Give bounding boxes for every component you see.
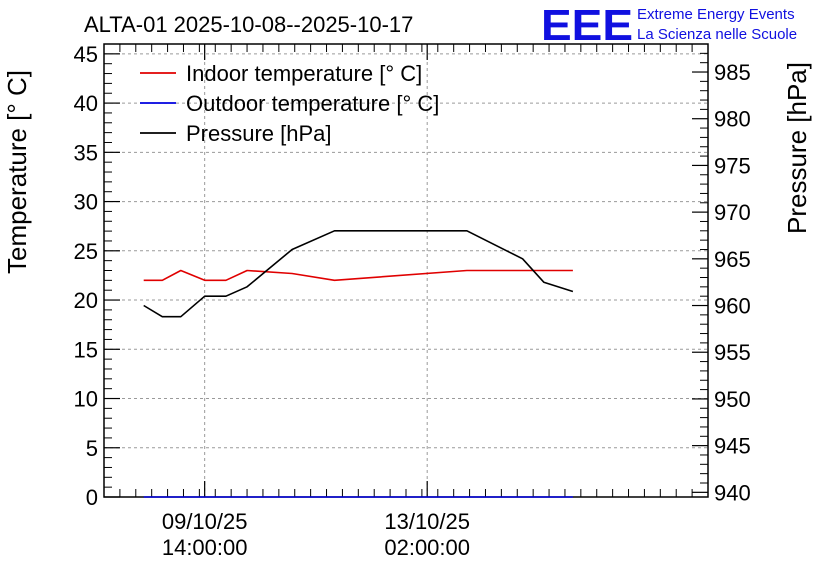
y2-tick-label: 950 [714,387,751,412]
legend-label-indoor-temperature-c: Indoor temperature [° C] [186,61,422,86]
y-tick-label: 35 [74,140,98,165]
chart-title: ALTA-01 2025-10-08--2025-10-17 [84,12,413,37]
legend-label-outdoor-temperature-c: Outdoor temperature [° C] [186,91,439,116]
y2-tick-label: 965 [714,247,751,272]
eee-logo: EEE [541,1,633,50]
series [143,230,574,498]
y2-tick-label: 960 [714,294,751,319]
series-line-pressure-hpa [143,230,574,318]
y2-tick-label: 975 [714,153,751,178]
x-tick-label-date: 09/10/25 [162,509,248,534]
y-tick-label: 40 [74,91,98,116]
x-tick-label-time: 14:00:00 [162,535,248,560]
legend-label-pressure-hpa: Pressure [hPa] [186,121,332,146]
right-axis: 940 945 950 955 960 965 970 975 980 985 [692,43,751,505]
x-tick-label-time: 02:00:00 [384,535,470,560]
y2-tick-label: 955 [714,340,751,365]
y2-tick-label: 945 [714,434,751,459]
y-tick-label: 30 [74,190,98,215]
brand-line-2: La Scienza nelle Scuole [637,26,797,43]
x-tick-label-date: 13/10/25 [384,509,470,534]
legend: Indoor temperature [° C] Outdoor temperat… [140,61,439,146]
y2-tick-label: 970 [714,200,751,225]
y2-tick-label: 940 [714,480,751,505]
left-axis: 0 5 10 15 20 25 30 35 40 45 [74,42,120,510]
y2-tick-label: 980 [714,107,751,132]
y-tick-label: 0 [86,485,98,510]
y-tick-label: 5 [86,436,98,461]
series-line-indoor-temperature-c [143,269,573,282]
grid [104,44,708,497]
y2-tick-label: 985 [714,60,751,85]
y2-axis-title: Pressure [hPa] [782,62,812,234]
y-tick-label: 10 [74,387,98,412]
y-axis-title: Temperature [° C] [2,70,32,274]
y-tick-label: 15 [74,337,98,362]
y-tick-label: 25 [74,239,98,264]
y-tick-label: 45 [74,42,98,67]
y-tick-label: 20 [74,288,98,313]
brand-line-1: Extreme Energy Events [637,6,795,23]
